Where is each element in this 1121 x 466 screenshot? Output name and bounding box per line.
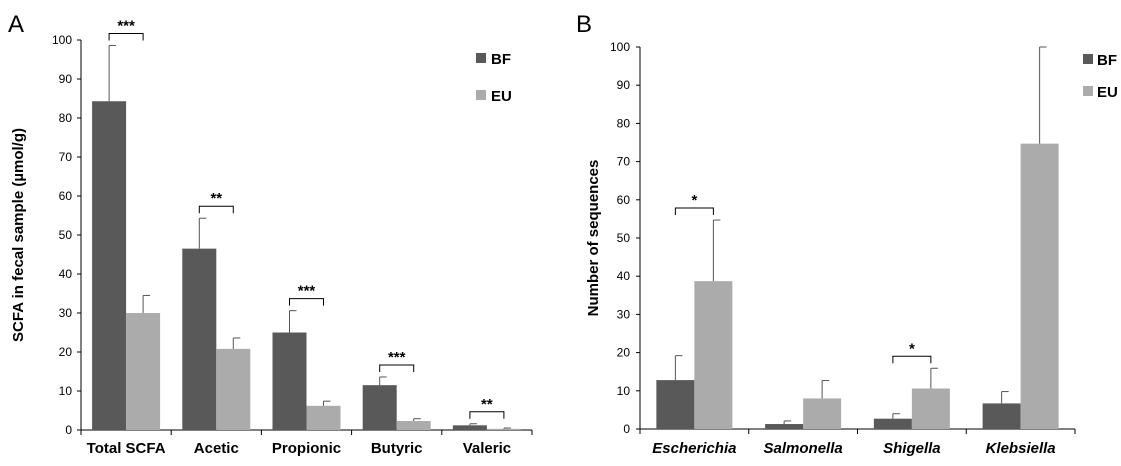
significance-label: ** — [210, 190, 222, 207]
category-label: Valeric — [463, 440, 511, 457]
category-label: Salmonella — [764, 440, 843, 457]
y-tick-label: 40 — [59, 267, 73, 281]
significance-bracket — [674, 207, 714, 216]
legend-b: BF EU — [1083, 52, 1118, 101]
legend-label-eu: EU — [1097, 84, 1118, 101]
y-tick-label: 0 — [623, 422, 630, 436]
y-tick-label: 0 — [65, 423, 72, 437]
bar-bf — [362, 385, 397, 430]
bar-bf — [452, 425, 487, 430]
legend-swatch-eu — [476, 90, 486, 100]
y-tick-label: 100 — [52, 33, 72, 47]
bar-bf — [765, 424, 804, 429]
panel-letter-b: B — [576, 11, 592, 38]
axes-b: 0 10 20 30 40 50 60 70 80 90 100 Escherichia Salmone… — [610, 40, 1076, 457]
significance-label: *** — [298, 283, 316, 300]
y-tick-label: 30 — [59, 306, 73, 320]
y-tick-label: 30 — [617, 307, 631, 321]
bar-eu — [803, 398, 842, 429]
y-tick-label: 10 — [59, 384, 73, 398]
legend-swatch-eu — [1083, 86, 1093, 96]
y-tick-label: 50 — [617, 231, 631, 245]
bar-eu — [306, 405, 341, 430]
legend-label-bf: BF — [491, 51, 511, 68]
y-tick-label: 20 — [59, 345, 73, 359]
significance-label: * — [691, 192, 697, 209]
y-tick-label: 90 — [59, 72, 73, 86]
significance-bracket — [469, 411, 505, 419]
y-tick-label: 60 — [617, 193, 631, 207]
bar-eu — [694, 281, 733, 429]
category-label: Total SCFA — [87, 440, 166, 457]
significance-bracket — [198, 205, 234, 214]
panel-b: B Number of sequences 0 10 20 30 40 50 60 70 80 9… — [576, 11, 1118, 457]
bar-bf — [272, 332, 307, 430]
bar-eu — [911, 388, 950, 429]
category-label: Klebsiella — [986, 440, 1056, 457]
y-tick-label: 90 — [617, 78, 631, 92]
panel-letter-a: A — [8, 11, 24, 38]
category-label: Acetic — [194, 440, 239, 457]
significance-label: *** — [117, 17, 135, 34]
legend-swatch-bf — [1083, 54, 1093, 64]
bars-b: ** — [656, 46, 1059, 429]
legend-label-eu: EU — [491, 88, 512, 105]
bar-eu — [1020, 143, 1059, 429]
significance-label: ** — [481, 396, 493, 413]
bar-eu — [126, 313, 161, 430]
y-tick-label: 60 — [59, 189, 73, 203]
category-label: Shigella — [883, 440, 941, 457]
category-label: Escherichia — [652, 440, 736, 457]
bar-bf — [982, 403, 1021, 429]
significance-label: *** — [388, 349, 406, 366]
legend-swatch-bf — [476, 53, 486, 63]
bar-bf — [873, 418, 912, 429]
significance-bracket — [289, 298, 324, 306]
bar-eu — [486, 428, 521, 430]
panel-a: A SCFA in fecal sample (µmol/g) 0 10 20 30 4… — [8, 11, 533, 457]
significance-bracket — [108, 32, 144, 41]
y-tick-label: 80 — [59, 111, 73, 125]
bar-bf — [182, 248, 217, 430]
significance-label: * — [909, 340, 915, 357]
y-tick-label: 40 — [617, 269, 631, 283]
bars-a: ************* — [92, 17, 521, 430]
bar-bf — [656, 380, 695, 429]
y-tick-label: 70 — [59, 150, 73, 164]
y-tick-label: 80 — [617, 116, 631, 130]
y-tick-label: 100 — [610, 40, 630, 54]
significance-bracket — [892, 355, 932, 364]
y-tick-label: 20 — [617, 346, 631, 360]
bar-eu — [396, 421, 431, 430]
y-tick-label: 70 — [617, 155, 631, 169]
bar-eu — [216, 348, 251, 430]
bar-bf — [92, 101, 127, 430]
y-tick-label: 10 — [617, 384, 631, 398]
y-axis-title-b: Number of sequences — [585, 160, 602, 317]
category-label: Propionic — [272, 440, 341, 457]
y-tick-label: 50 — [59, 228, 73, 242]
axes-a: 0 10 20 30 40 50 60 70 80 90 100 Total SCFA Acetic Pr… — [52, 33, 533, 457]
y-axis-title-a: SCFA in fecal sample (µmol/g) — [10, 128, 27, 342]
legend-label-bf: BF — [1097, 52, 1117, 69]
category-label: Butyric — [371, 440, 423, 457]
legend-a: BF EU — [476, 51, 512, 105]
significance-bracket — [379, 364, 415, 372]
